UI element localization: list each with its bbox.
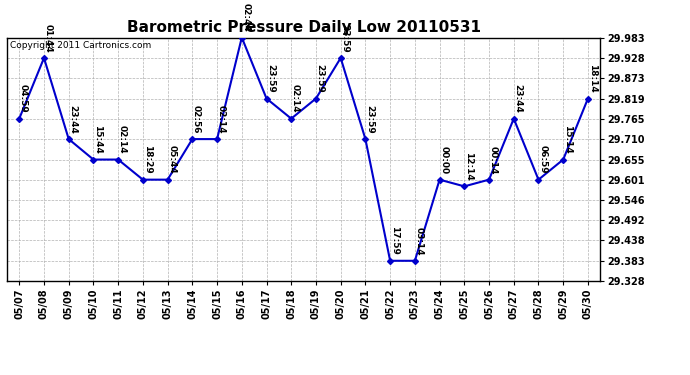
Text: 23:59: 23:59 [315, 64, 324, 93]
Text: 15:44: 15:44 [93, 125, 102, 154]
Text: 23:59: 23:59 [266, 64, 275, 93]
Text: 23:44: 23:44 [68, 105, 77, 134]
Text: 15:14: 15:14 [563, 125, 572, 154]
Text: 02:14: 02:14 [217, 105, 226, 134]
Text: Copyright 2011 Cartronics.com: Copyright 2011 Cartronics.com [10, 41, 151, 50]
Text: 23:44: 23:44 [513, 84, 522, 113]
Text: 05:44: 05:44 [167, 146, 176, 174]
Text: 17:59: 17:59 [390, 226, 399, 255]
Text: 23:59: 23:59 [365, 105, 374, 134]
Text: 02:56: 02:56 [192, 105, 201, 134]
Text: 02:14: 02:14 [291, 84, 300, 113]
Title: Barometric Pressure Daily Low 20110531: Barometric Pressure Daily Low 20110531 [126, 20, 481, 35]
Text: 02:44: 02:44 [241, 3, 250, 32]
Text: 02:14: 02:14 [118, 125, 127, 154]
Text: 06:59: 06:59 [538, 146, 547, 174]
Text: 01:44: 01:44 [43, 24, 52, 52]
Text: 00:00: 00:00 [440, 146, 449, 174]
Text: 04:59: 04:59 [19, 84, 28, 113]
Text: 03:14: 03:14 [415, 226, 424, 255]
Text: 00:14: 00:14 [489, 146, 497, 174]
Text: 12:14: 12:14 [464, 152, 473, 181]
Text: 23:59: 23:59 [340, 24, 349, 52]
Text: 18:29: 18:29 [143, 146, 152, 174]
Text: 18:14: 18:14 [588, 64, 597, 93]
